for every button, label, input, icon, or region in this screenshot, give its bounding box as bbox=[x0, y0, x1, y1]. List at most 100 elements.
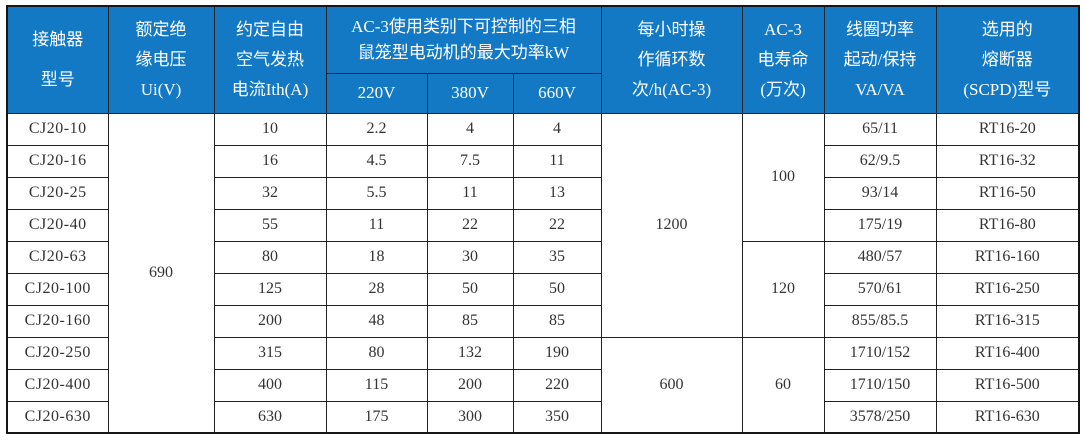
col-header-insulation-voltage: 额定绝 缘电压 Ui(V) bbox=[107, 5, 215, 114]
cell-model: CJ20-25 bbox=[6, 176, 109, 210]
col-header-coil-power: 线圈功率 起动/保持 VA/VA bbox=[823, 5, 937, 114]
cell-kw380: 200 bbox=[426, 368, 514, 402]
cell-kw380: 30 bbox=[426, 240, 514, 274]
col-header-fuse: 选用的 熔断器 (SCPD)型号 bbox=[935, 5, 1080, 114]
table-row: CJ20-630 630 175 300 350 3578/250 RT16-6… bbox=[6, 400, 1080, 434]
cell-ith: 200 bbox=[213, 304, 327, 338]
cell-life-mid: 120 bbox=[741, 240, 825, 338]
cell-ith: 315 bbox=[213, 336, 327, 370]
cell-fuse: RT16-630 bbox=[935, 400, 1080, 434]
cell-coil: 62/9.5 bbox=[823, 144, 937, 178]
cell-ith: 400 bbox=[213, 368, 327, 402]
col-header-model: 接触器 型号 bbox=[6, 5, 109, 114]
cell-ith: 80 bbox=[213, 240, 327, 274]
cell-model: CJ20-40 bbox=[6, 208, 109, 242]
cell-coil: 175/19 bbox=[823, 208, 937, 242]
cell-kw660: 50 bbox=[512, 272, 602, 306]
cell-fuse: RT16-160 bbox=[935, 240, 1080, 274]
cell-kw380: 4 bbox=[426, 112, 514, 146]
cell-model: CJ20-250 bbox=[6, 336, 109, 370]
cell-ith: 10 bbox=[213, 112, 327, 146]
cell-fuse: RT16-32 bbox=[935, 144, 1080, 178]
cell-life-bottom: 60 bbox=[741, 336, 825, 434]
cell-kw220: 11 bbox=[325, 208, 428, 242]
cell-kw220: 5.5 bbox=[325, 176, 428, 210]
cell-kw380: 300 bbox=[426, 400, 514, 434]
col-header-thermal-current: 约定自由 空气发热 电流Ith(A) bbox=[213, 5, 327, 114]
cell-kw660: 220 bbox=[512, 368, 602, 402]
cell-coil: 1710/150 bbox=[823, 368, 937, 402]
cell-kw380: 22 bbox=[426, 208, 514, 242]
cell-coil: 570/61 bbox=[823, 272, 937, 306]
cell-model: CJ20-16 bbox=[6, 144, 109, 178]
cell-fuse: RT16-50 bbox=[935, 176, 1080, 210]
table-row: CJ20-63 80 18 30 35 120 480/57 RT16-160 bbox=[6, 240, 1080, 338]
cell-model: CJ20-160 bbox=[6, 304, 109, 338]
cell-kw220: 48 bbox=[325, 304, 428, 338]
table-row: CJ20-40 55 11 22 22 175/19 RT16-80 bbox=[6, 208, 1080, 242]
cell-kw220: 2.2 bbox=[325, 112, 428, 146]
cell-kw220: 18 bbox=[325, 240, 428, 274]
cell-kw220: 28 bbox=[325, 272, 428, 306]
col-header-660v: 660V bbox=[512, 72, 602, 114]
cell-ith: 55 bbox=[213, 208, 327, 242]
cell-model: CJ20-630 bbox=[6, 400, 109, 434]
cell-kw660: 13 bbox=[512, 176, 602, 210]
contactor-spec-table: 接触器 型号 额定绝 缘电压 Ui(V) 约定自由 空气发热 电流Ith(A) … bbox=[6, 5, 1081, 434]
cell-model: CJ20-10 bbox=[6, 112, 109, 146]
header-row-2: 220V 380V 660V bbox=[7, 72, 1079, 114]
cell-kw660: 4 bbox=[512, 112, 602, 146]
cell-fuse: RT16-400 bbox=[935, 336, 1080, 370]
cell-coil: 3578/250 bbox=[823, 400, 937, 434]
col-header-cycles: 每小时操 作循环数 次/h(AC-3) bbox=[600, 5, 743, 114]
cell-kw660: 85 bbox=[512, 304, 602, 338]
cell-fuse: RT16-20 bbox=[935, 112, 1080, 146]
cell-kw380: 7.5 bbox=[426, 144, 514, 178]
cell-fuse: RT16-500 bbox=[935, 368, 1080, 402]
cell-kw220: 4.5 bbox=[325, 144, 428, 178]
header-row-1: 接触器 型号 额定绝 缘电压 Ui(V) 约定自由 空气发热 电流Ith(A) … bbox=[6, 5, 1080, 114]
table-header: 接触器 型号 额定绝 缘电压 Ui(V) 约定自由 空气发热 电流Ith(A) … bbox=[6, 5, 1080, 114]
cell-ith: 32 bbox=[213, 176, 327, 210]
cell-ith: 630 bbox=[213, 400, 327, 434]
table-row: CJ20-250 315 80 132 190 600 60 1710/152 … bbox=[6, 336, 1080, 434]
table-body: CJ20-10 690 10 2.2 4 4 1200 100 65/11 RT… bbox=[6, 112, 1080, 434]
cell-model: CJ20-63 bbox=[6, 240, 109, 274]
cell-kw660: 190 bbox=[512, 336, 602, 370]
col-header-max-power-group: AC-3使用类别下可控制的三相 鼠笼型电动机的最大功率kW bbox=[325, 5, 602, 74]
cell-fuse: RT16-250 bbox=[935, 272, 1080, 306]
cell-kw660: 22 bbox=[512, 208, 602, 242]
col-header-220v: 220V bbox=[325, 72, 428, 114]
cell-kw220: 115 bbox=[325, 368, 428, 402]
cell-kw660: 35 bbox=[512, 240, 602, 274]
cell-kw660: 11 bbox=[512, 144, 602, 178]
cell-coil: 65/11 bbox=[823, 112, 937, 146]
cell-kw380: 85 bbox=[426, 304, 514, 338]
cell-coil: 1710/152 bbox=[823, 336, 937, 370]
cell-ith: 16 bbox=[213, 144, 327, 178]
cell-kw660: 350 bbox=[512, 400, 602, 434]
table-row: CJ20-400 400 115 200 220 1710/150 RT16-5… bbox=[6, 368, 1080, 402]
col-header-380v: 380V bbox=[426, 72, 514, 114]
table-row: CJ20-10 690 10 2.2 4 4 1200 100 65/11 RT… bbox=[6, 112, 1080, 434]
cell-coil: 855/85.5 bbox=[823, 304, 937, 338]
table-row: CJ20-25 32 5.5 11 13 93/14 RT16-50 bbox=[6, 176, 1080, 210]
cell-kw380: 11 bbox=[426, 176, 514, 210]
cell-kw220: 80 bbox=[325, 336, 428, 370]
cell-coil: 480/57 bbox=[823, 240, 937, 274]
cell-fuse: RT16-80 bbox=[935, 208, 1080, 242]
cell-cycles-top: 1200 bbox=[600, 112, 743, 338]
col-header-electrical-life: AC-3 电寿命 (万次) bbox=[741, 5, 825, 114]
table-row: CJ20-16 16 4.5 7.5 11 62/9.5 RT16-32 bbox=[6, 144, 1080, 178]
cell-kw380: 50 bbox=[426, 272, 514, 306]
cell-model: CJ20-100 bbox=[6, 272, 109, 306]
table-row: CJ20-100 125 28 50 50 570/61 RT16-250 bbox=[6, 272, 1080, 306]
cell-ith: 125 bbox=[213, 272, 327, 306]
cell-fuse: RT16-315 bbox=[935, 304, 1080, 338]
cell-life-top: 100 bbox=[741, 112, 825, 242]
cell-kw220: 175 bbox=[325, 400, 428, 434]
cell-coil: 93/14 bbox=[823, 176, 937, 210]
cell-model: CJ20-400 bbox=[6, 368, 109, 402]
cell-insulation-voltage: 690 bbox=[107, 112, 215, 434]
